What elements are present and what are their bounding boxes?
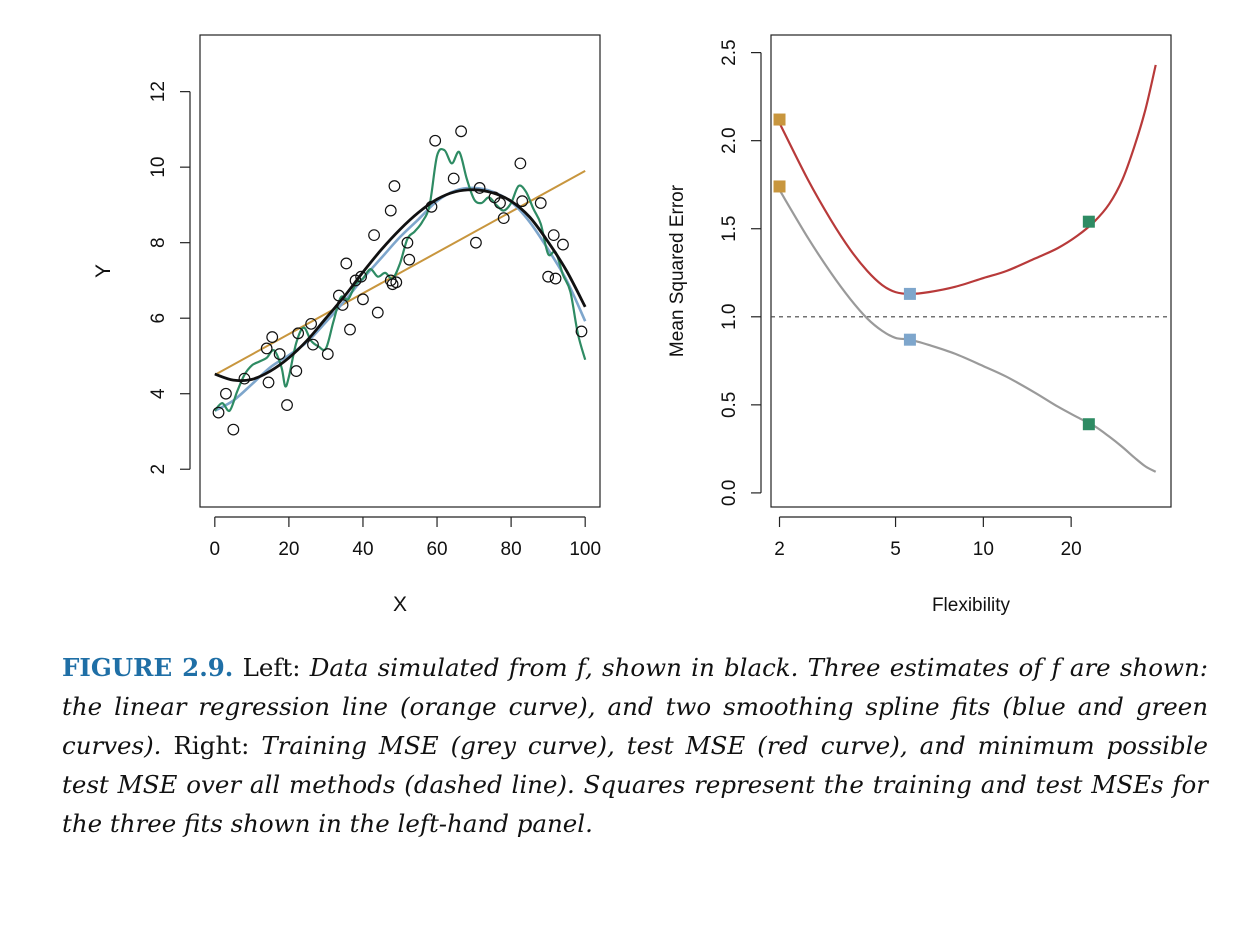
data-point [292, 327, 305, 340]
figure-panels: 0 20 40 60 80 100 2 4 6 8 10 12 X Y 2 5 10 20 0.0 0.5 1.0… [92, 34, 1172, 616]
figure-caption: FIGURE 2.9. Left: Data simulated from f,… [62, 648, 1208, 843]
data-point [290, 365, 303, 377]
left-y-axis-label: Y [92, 264, 115, 278]
data-point [273, 348, 286, 360]
train-mse-marker-orange [773, 180, 786, 193]
data-point [336, 299, 349, 311]
caption-figure-label: FIGURE 2.9. [62, 653, 234, 682]
data-point [497, 212, 510, 225]
right-panel: 2 5 10 20 0.0 0.5 1.0 1.5 2.0 2.5 Flexibility Mea… [667, 34, 1172, 616]
caption-left-text: Data simulated from f, shown in black. T… [62, 653, 1208, 760]
right-y-tick-label: 1.0 [719, 304, 740, 330]
data-point [262, 376, 275, 389]
right-axis-ticks: 2 5 10 20 0.0 0.5 1.0 1.5 2.0 2.5 [719, 39, 1082, 560]
data-point [260, 342, 273, 355]
data-point [549, 272, 562, 285]
left-data-points [212, 125, 588, 436]
right-x-tick-label: 5 [890, 539, 901, 560]
right-y-axis-label: Mean Squared Error [667, 184, 688, 357]
data-point [534, 197, 547, 209]
left-y-tick-label: 8 [148, 237, 169, 248]
left-curve-green [213, 147, 587, 413]
data-point [547, 229, 560, 242]
right-plot-frame [770, 34, 1172, 508]
train-mse-marker-blue [903, 333, 916, 346]
data-point [429, 134, 442, 147]
left-x-tick-label: 40 [352, 539, 373, 560]
left-y-tick-label: 4 [148, 388, 169, 399]
data-point [390, 276, 403, 289]
right-x-tick-label: 20 [1061, 539, 1082, 560]
data-point [516, 195, 529, 208]
data-point [371, 306, 384, 319]
caption-right-word: Right: [173, 731, 250, 760]
left-x-tick-label: 0 [210, 539, 221, 560]
left-x-tick-label: 20 [278, 539, 299, 560]
data-point [575, 325, 588, 338]
left-panel: 0 20 40 60 80 100 2 4 6 8 10 12 X Y [92, 34, 601, 616]
right-y-tick-label: 0.0 [719, 480, 740, 506]
data-point [455, 125, 468, 138]
data-point [220, 387, 232, 400]
training-mse-curve [778, 189, 1157, 473]
train-mse-marker-green [1082, 418, 1095, 431]
test-mse-marker-orange [773, 113, 786, 126]
data-point [401, 236, 414, 249]
test-mse-marker-green [1082, 215, 1095, 228]
right-x-axis-label: Flexibility [932, 595, 1011, 616]
data-point [227, 423, 240, 436]
test-mse-curve [778, 64, 1157, 296]
left-plot-frame [199, 34, 601, 508]
left-y-tick-label: 2 [148, 464, 169, 475]
data-point [542, 270, 555, 283]
left-y-tick-label: 6 [148, 313, 169, 324]
right-x-tick-label: 2 [774, 539, 785, 560]
left-curve-blue [214, 186, 587, 412]
data-point [368, 229, 380, 242]
left-x-tick-label: 80 [501, 539, 522, 560]
data-point [514, 157, 527, 170]
data-point [238, 372, 251, 385]
caption-left-word: Left: [242, 653, 301, 682]
data-point [340, 257, 353, 270]
right-x-tick-label: 10 [973, 539, 994, 560]
right-y-tick-label: 2.5 [719, 39, 740, 65]
data-point [473, 182, 486, 194]
data-point [494, 197, 506, 209]
data-point [388, 180, 401, 192]
data-point [281, 399, 293, 411]
right-y-tick-label: 0.5 [719, 392, 740, 418]
left-axis-ticks: 0 20 40 60 80 100 2 4 6 8 10 12 [148, 81, 601, 560]
right-y-tick-label: 2.0 [719, 127, 740, 153]
data-point [305, 317, 318, 330]
data-point [384, 204, 397, 217]
test-mse-marker-blue [903, 287, 916, 300]
data-point [212, 406, 225, 419]
caption-right-text: Training MSE (grey curve), test MSE (red… [62, 731, 1209, 838]
left-y-tick-label: 10 [148, 157, 169, 178]
data-point [355, 270, 368, 283]
data-point [266, 331, 279, 343]
left-x-axis-label: X [393, 593, 407, 616]
left-x-tick-label: 100 [569, 539, 601, 560]
right-y-tick-label: 1.5 [719, 216, 740, 242]
data-point [344, 323, 356, 336]
data-point [403, 253, 416, 266]
data-point [447, 172, 460, 185]
data-point [425, 200, 438, 213]
right-curves [778, 64, 1157, 473]
left-y-tick-label: 12 [148, 81, 169, 102]
left-curve-black [214, 188, 587, 383]
data-point [470, 236, 482, 249]
data-point [321, 348, 334, 360]
data-point [557, 238, 569, 251]
left-curves [213, 147, 587, 413]
data-point [357, 293, 369, 306]
data-point [307, 338, 319, 351]
left-x-tick-label: 60 [426, 539, 447, 560]
right-mse-markers [773, 113, 1095, 431]
